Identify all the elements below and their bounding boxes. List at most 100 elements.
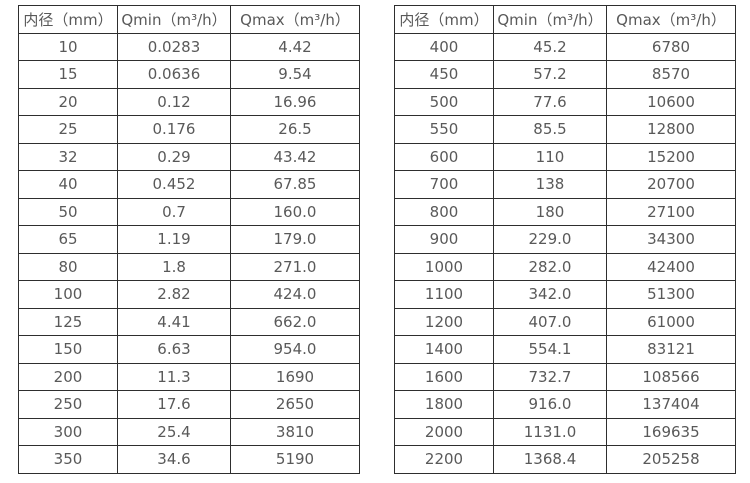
table-cell: 282.0 (493, 252, 607, 281)
table-cell: 1400 (394, 335, 494, 364)
table-cell: 1600 (394, 362, 494, 391)
table-cell: 150 (18, 335, 118, 364)
table-row: 1800 916.0 137404 (394, 390, 736, 419)
table-cell: 51300 (606, 280, 736, 309)
table-row: 10 0.0283 4.42 (18, 32, 360, 61)
table-cell: 16.96 (230, 87, 360, 116)
table-row: 800 180 27100 (394, 197, 736, 226)
table-row: 1600 732.7 108566 (394, 362, 736, 391)
table-cell: 1690 (230, 362, 360, 391)
table-cell: 77.6 (493, 87, 607, 116)
header-row: 内径（mm） Qmin（m³/h） Qmax（m³/h） (394, 5, 736, 34)
table-row: 350 34.6 5190 (18, 445, 360, 474)
table-cell: 900 (394, 225, 494, 254)
table-cell: 732.7 (493, 362, 607, 391)
column-header: Qmax（m³/h） (230, 5, 360, 34)
table-cell: 0.0283 (117, 32, 231, 61)
table-row: 1100 342.0 51300 (394, 280, 736, 309)
table-cell: 450 (394, 60, 494, 89)
table-cell: 160.0 (230, 197, 360, 226)
table-cell: 407.0 (493, 307, 607, 336)
table-cell: 10 (18, 32, 118, 61)
table-cell: 43.42 (230, 142, 360, 171)
table-cell: 1.8 (117, 252, 231, 281)
table-cell: 57.2 (493, 60, 607, 89)
table-cell: 25 (18, 115, 118, 144)
table-cell: 125 (18, 307, 118, 336)
table-cell: 205258 (606, 445, 736, 474)
table-row: 150 6.63 954.0 (18, 335, 360, 364)
table-cell: 27100 (606, 197, 736, 226)
column-header: Qmax（m³/h） (606, 5, 736, 34)
table-cell: 350 (18, 445, 118, 474)
table-cell: 1000 (394, 252, 494, 281)
table-cell: 83121 (606, 335, 736, 364)
table-cell: 15200 (606, 142, 736, 171)
table-cell: 32 (18, 142, 118, 171)
table-row: 100 2.82 424.0 (18, 280, 360, 309)
table-cell: 138 (493, 170, 607, 199)
table-cell: 50 (18, 197, 118, 226)
table-cell: 662.0 (230, 307, 360, 336)
table-row: 80 1.8 271.0 (18, 252, 360, 281)
table-row: 125 4.41 662.0 (18, 307, 360, 336)
table-row: 50 0.7 160.0 (18, 197, 360, 226)
table-cell: 9.54 (230, 60, 360, 89)
table-cell: 12800 (606, 115, 736, 144)
table-cell: 137404 (606, 390, 736, 419)
table-row: 550 85.5 12800 (394, 115, 736, 144)
table-row: 700 138 20700 (394, 170, 736, 199)
column-header: Qmin（m³/h） (493, 5, 607, 34)
table-row: 600 110 15200 (394, 142, 736, 171)
table-cell: 1800 (394, 390, 494, 419)
table-cell: 67.85 (230, 170, 360, 199)
table-cell: 271.0 (230, 252, 360, 281)
table-row: 500 77.6 10600 (394, 87, 736, 116)
table-cell: 180 (493, 197, 607, 226)
table-row: 250 17.6 2650 (18, 390, 360, 419)
table-row: 25 0.176 26.5 (18, 115, 360, 144)
table-cell: 342.0 (493, 280, 607, 309)
header-row: 内径（mm） Qmin（m³/h） Qmax（m³/h） (18, 5, 360, 34)
table-cell: 300 (18, 417, 118, 446)
table-cell: 34.6 (117, 445, 231, 474)
table-cell: 0.12 (117, 87, 231, 116)
table-cell: 100 (18, 280, 118, 309)
table-cell: 1131.0 (493, 417, 607, 446)
table-cell: 916.0 (493, 390, 607, 419)
table-cell: 34300 (606, 225, 736, 254)
table-cell: 40 (18, 170, 118, 199)
table-row: 300 25.4 3810 (18, 417, 360, 446)
table-cell: 61000 (606, 307, 736, 336)
table-cell: 5190 (230, 445, 360, 474)
table-cell: 700 (394, 170, 494, 199)
table-cell: 3810 (230, 417, 360, 446)
table-row: 2200 1368.4 205258 (394, 445, 736, 474)
table-cell: 10600 (606, 87, 736, 116)
flow-rate-table-large-diameters: 内径（mm） Qmin（m³/h） Qmax（m³/h） 400 45.2 6780 450… (394, 5, 736, 474)
table-row: 20 0.12 16.96 (18, 87, 360, 116)
table-cell: 2650 (230, 390, 360, 419)
table-row: 65 1.19 179.0 (18, 225, 360, 254)
table-cell: 500 (394, 87, 494, 116)
table-cell: 0.29 (117, 142, 231, 171)
table-row: 1400 554.1 83121 (394, 335, 736, 364)
table-cell: 26.5 (230, 115, 360, 144)
table-row: 900 229.0 34300 (394, 225, 736, 254)
table-row: 1200 407.0 61000 (394, 307, 736, 336)
table-cell: 2.82 (117, 280, 231, 309)
table-cell: 0.7 (117, 197, 231, 226)
table-cell: 4.42 (230, 32, 360, 61)
table-row: 15 0.0636 9.54 (18, 60, 360, 89)
table-cell: 0.176 (117, 115, 231, 144)
table-cell: 8570 (606, 60, 736, 89)
table-row: 40 0.452 67.85 (18, 170, 360, 199)
table-cell: 6780 (606, 32, 736, 61)
table-row: 2000 1131.0 169635 (394, 417, 736, 446)
table-cell: 229.0 (493, 225, 607, 254)
table-cell: 20700 (606, 170, 736, 199)
table-cell: 6.63 (117, 335, 231, 364)
table-cell: 85.5 (493, 115, 607, 144)
table-cell: 169635 (606, 417, 736, 446)
